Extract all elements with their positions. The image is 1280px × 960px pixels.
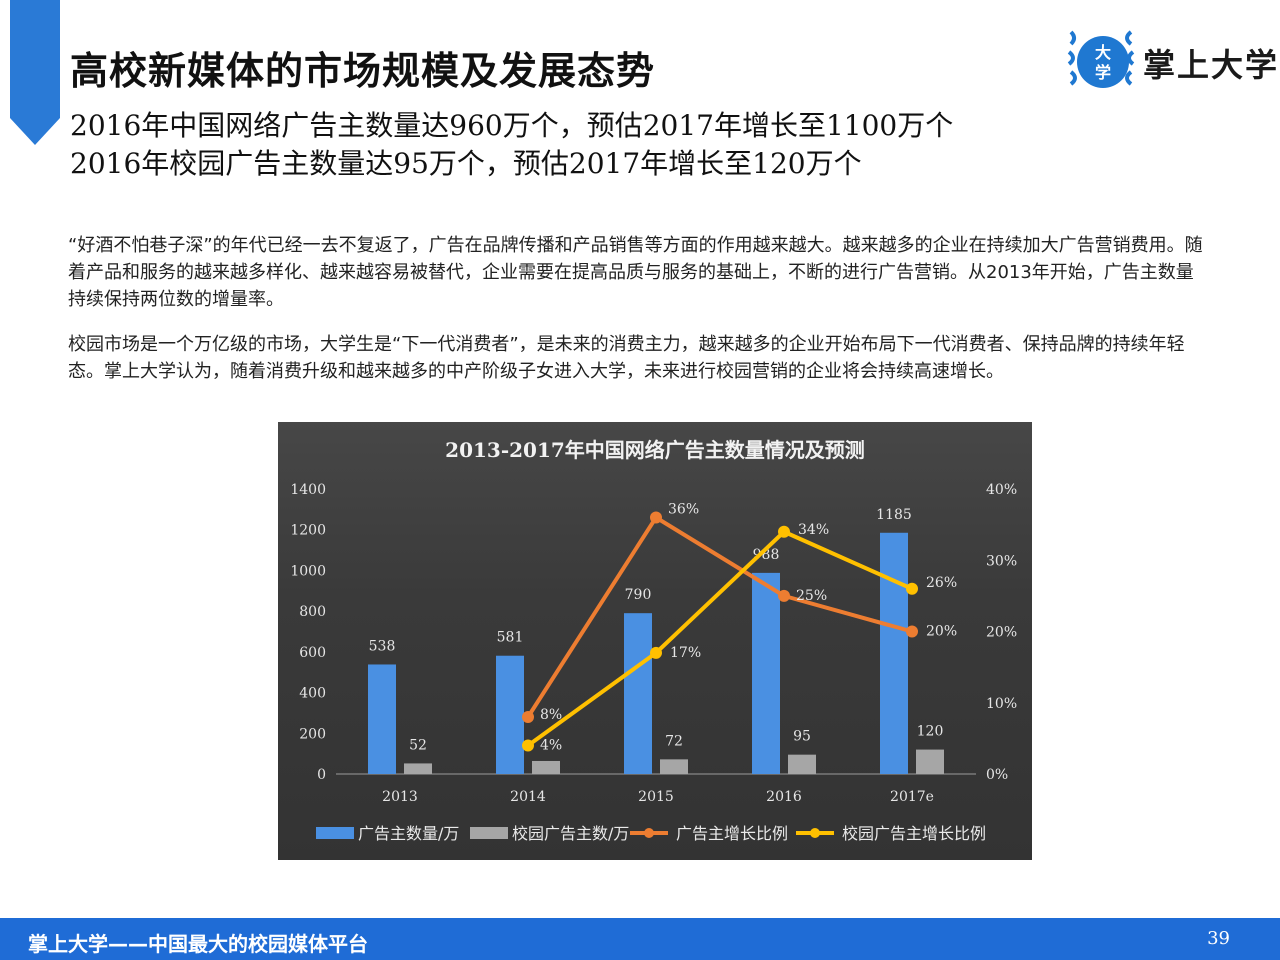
y-left-tick-label: 800 <box>299 604 326 620</box>
legend-label: 校园广告主数/万 <box>512 824 629 843</box>
subtitle-campus-advertisers: 2016年校园广告主数量达95万个，预估2017年增长至120万个 <box>70 147 862 180</box>
paragraph-advertising-trend: “好酒不怕巷子深”的年代已经一去不复返了，广告在品牌传播和产品销售等方面的作用越… <box>68 235 1203 310</box>
bar-data-label: 988 <box>753 547 780 563</box>
page-number: 39 <box>1207 928 1230 949</box>
x-tick-label: 2013 <box>382 789 418 805</box>
x-tick-label: 2016 <box>766 789 802 805</box>
line-data-label: 8% <box>540 707 562 723</box>
line-data-label: 20% <box>926 624 957 640</box>
legend-label: 广告主增长比例 <box>676 824 788 843</box>
slide-title: 高校新媒体的市场规模及发展态势 <box>70 49 656 93</box>
y-left-tick-label: 0 <box>317 767 326 783</box>
y-left-tick-label: 1400 <box>290 482 326 498</box>
legend-swatch-bar <box>470 827 508 839</box>
footer-bar: 掌上大学——中国最大的校园媒体平台 39 <box>0 918 1280 960</box>
line-data-label: 4% <box>540 738 562 754</box>
bar-data-label: 120 <box>917 724 944 740</box>
bar-data-label: 72 <box>665 733 683 749</box>
y-right-tick-label: 10% <box>986 696 1017 712</box>
advertiser-chart: 2013-2017年中国网络广告主数量情况及预测 0 200 400 600 800 100… <box>278 422 1032 860</box>
x-tick-label: 2017e <box>890 789 934 805</box>
brand-logo: 大 学 掌上大学 <box>1065 30 1277 95</box>
y-right-tick-label: 20% <box>986 625 1017 641</box>
legend-label: 广告主数量/万 <box>358 824 459 843</box>
bar-campus-advertisers <box>916 749 944 774</box>
logo-mark-icon: 大 学 <box>1067 30 1135 88</box>
bar-data-label: 52 <box>409 737 427 753</box>
y-left-tick-label: 1000 <box>290 563 326 579</box>
legend-swatch-marker <box>644 828 654 838</box>
line-point <box>522 739 534 752</box>
y-left-tick-label: 200 <box>299 726 326 742</box>
line-data-label: 26% <box>926 575 957 591</box>
line-data-label: 25% <box>796 588 827 604</box>
paragraph-campus-market: 校园市场是一个万亿级的市场，大学生是“下一代消费者”，是未来的消费主力，越来越多… <box>68 334 1185 382</box>
accent-shape <box>10 0 60 145</box>
subtitle-online-advertisers: 2016年中国网络广告主数量达960万个，预估2017年增长至1100万个 <box>70 109 954 142</box>
line-point <box>522 711 534 723</box>
bar-campus-advertisers <box>404 763 432 774</box>
line-data-label: 36% <box>668 502 699 518</box>
logo-mark-char-2: 学 <box>1095 63 1111 82</box>
y-left-tick-label: 1200 <box>290 523 326 539</box>
line-data-label: 34% <box>798 522 829 538</box>
y-right-tick-label: 0% <box>986 767 1008 783</box>
title-accent-bar <box>10 0 60 145</box>
bar-advertisers <box>752 572 780 774</box>
line-point <box>906 625 918 638</box>
logo-name: 掌上大学 <box>1143 46 1280 84</box>
bar-advertisers <box>496 655 524 774</box>
x-tick-label: 2014 <box>510 789 546 805</box>
bar-data-label: 538 <box>369 638 396 654</box>
bar-data-label: 790 <box>625 587 652 603</box>
bar-advertisers <box>880 532 908 774</box>
line-point <box>778 525 790 538</box>
line-data-label: 17% <box>670 645 701 661</box>
line-advertiser-growth <box>526 515 913 719</box>
line-point <box>906 582 918 595</box>
legend-label: 校园广告主增长比例 <box>842 824 986 843</box>
bar-data-label: 95 <box>793 729 811 745</box>
bar-campus-advertisers <box>660 759 688 774</box>
y-left-tick-label: 400 <box>299 686 326 702</box>
line-point <box>650 511 662 524</box>
legend-swatch-bar <box>316 827 354 839</box>
y-right-tick-label: 40% <box>986 482 1017 498</box>
chart-title: 2013-2017年中国网络广告主数量情况及预测 <box>445 438 865 462</box>
line-point <box>778 589 790 602</box>
bar-advertisers <box>368 664 396 774</box>
bar-data-label: 1185 <box>876 507 912 523</box>
bar-campus-advertisers <box>532 760 560 774</box>
chart-svg: 2013-2017年中国网络广告主数量情况及预测 0 200 400 600 800 100… <box>290 438 1017 843</box>
legend-swatch-marker <box>810 828 820 838</box>
logo-mark-char-1: 大 <box>1095 43 1111 62</box>
y-left-tick-label: 600 <box>299 645 326 661</box>
x-tick-label: 2015 <box>638 789 674 805</box>
line-point <box>650 646 662 659</box>
bar-advertisers <box>624 613 652 774</box>
bar-campus-advertisers <box>788 754 816 774</box>
line-campus-growth <box>526 529 913 748</box>
footer-slogan: 掌上大学——中国最大的校园媒体平台 <box>28 932 368 956</box>
bar-data-label: 581 <box>497 630 524 646</box>
y-right-tick-label: 30% <box>986 553 1017 569</box>
